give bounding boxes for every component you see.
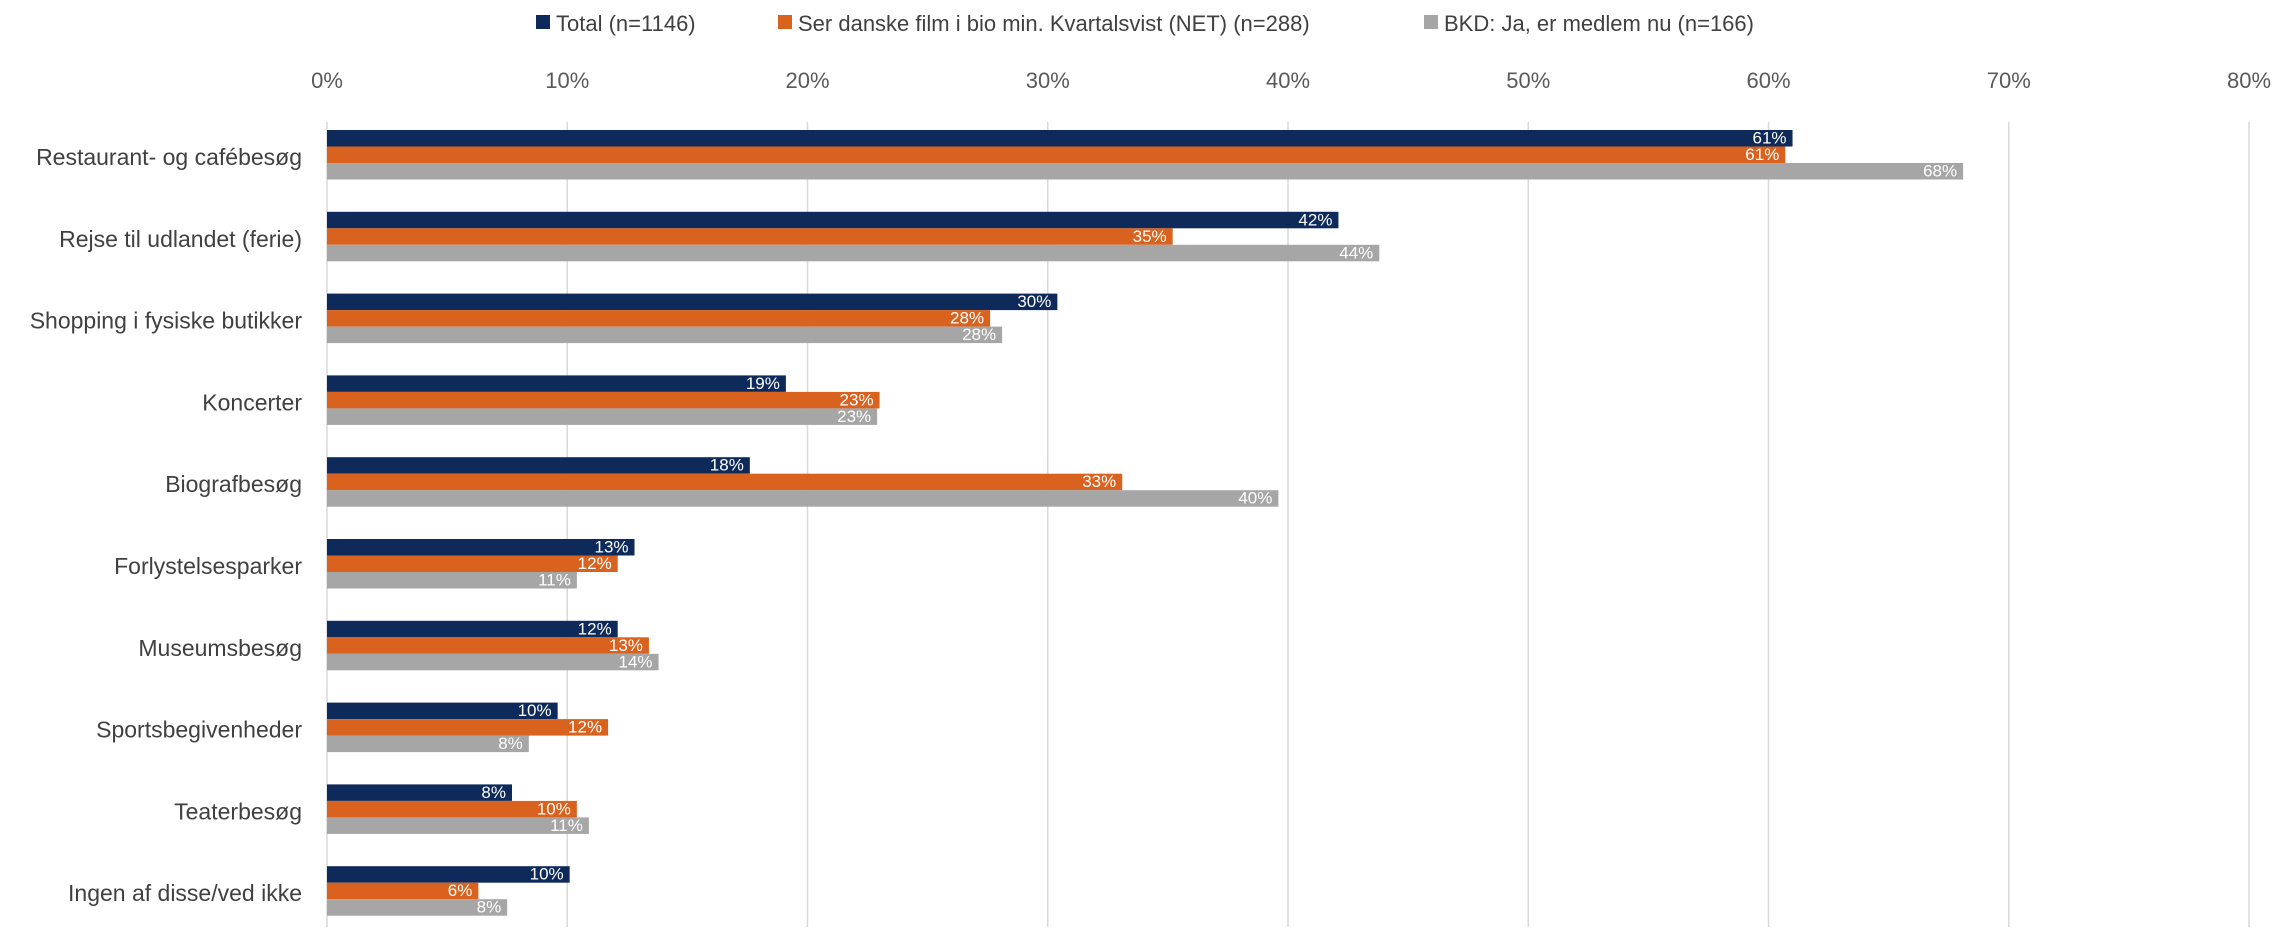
bar-2-4 bbox=[327, 490, 1279, 507]
data-label: 12% bbox=[568, 718, 602, 737]
data-label: 14% bbox=[619, 652, 653, 671]
data-label: 8% bbox=[498, 734, 523, 753]
legend-entry: Total (n=1146) bbox=[556, 11, 696, 36]
data-label: 13% bbox=[609, 636, 643, 655]
data-label: 33% bbox=[1082, 472, 1116, 491]
bar-0-5 bbox=[327, 539, 635, 556]
data-label: 28% bbox=[962, 325, 996, 344]
bar-2-9 bbox=[327, 899, 508, 916]
bar-0-0 bbox=[327, 130, 1793, 147]
bar-2-0 bbox=[327, 163, 1964, 180]
data-label: 40% bbox=[1238, 489, 1272, 508]
bar-1-7 bbox=[327, 719, 609, 736]
data-label: 30% bbox=[1017, 292, 1051, 311]
bar-0-9 bbox=[327, 866, 570, 883]
data-label: 12% bbox=[578, 619, 612, 638]
data-label: 11% bbox=[538, 571, 571, 590]
category-label: Forlystelsesparker bbox=[114, 553, 302, 579]
legend-swatch-1 bbox=[778, 15, 792, 29]
bar-1-4 bbox=[327, 473, 1123, 491]
data-label: 18% bbox=[710, 456, 744, 475]
data-label: 61% bbox=[1752, 129, 1786, 148]
bar-0-3 bbox=[327, 375, 786, 392]
category-label: Museumsbesøg bbox=[138, 635, 302, 661]
data-label: 35% bbox=[1133, 227, 1167, 246]
category-label: Koncerter bbox=[202, 389, 302, 415]
data-label: 8% bbox=[477, 898, 502, 917]
data-label: 23% bbox=[840, 390, 874, 409]
bar-1-8 bbox=[327, 800, 577, 818]
x-tick-label: 0% bbox=[311, 68, 343, 93]
x-tick-label: 30% bbox=[1026, 68, 1070, 93]
category-label: Biografbesøg bbox=[165, 471, 302, 497]
x-tick-label: 60% bbox=[1746, 68, 1790, 93]
category-label: Shopping i fysiske butikker bbox=[30, 308, 303, 334]
bar-2-8 bbox=[327, 817, 589, 834]
x-tick-label: 70% bbox=[1987, 68, 2031, 93]
bar-0-2 bbox=[327, 293, 1058, 311]
x-tick-label: 50% bbox=[1506, 68, 1550, 93]
x-axis-ticks: 0% 10% 20% 30% 40% 50% 60% 70% 80% bbox=[311, 68, 2271, 93]
bar-2-5 bbox=[327, 572, 577, 589]
data-label: 68% bbox=[1923, 162, 1957, 181]
bar-0-8 bbox=[327, 784, 512, 801]
bar-0-1 bbox=[327, 211, 1339, 229]
data-label: 42% bbox=[1298, 210, 1332, 229]
bar-2-6 bbox=[327, 653, 659, 671]
category-label: Restaurant- og cafébesøg bbox=[36, 144, 302, 170]
data-label: 23% bbox=[837, 407, 871, 426]
bar-0-6 bbox=[327, 620, 618, 638]
bar-1-5 bbox=[327, 555, 618, 572]
data-label: 10% bbox=[518, 701, 552, 720]
x-tick-label: 80% bbox=[2227, 68, 2271, 93]
data-label: 61% bbox=[1745, 145, 1779, 164]
bar-1-6 bbox=[327, 637, 649, 654]
data-label: 10% bbox=[530, 865, 564, 884]
x-tick-label: 20% bbox=[785, 68, 829, 93]
x-tick-label: 40% bbox=[1266, 68, 1310, 93]
legend: Total (n=1146) Ser danske film i bio min.… bbox=[536, 11, 1754, 36]
data-label: 44% bbox=[1339, 243, 1373, 262]
data-label: 8% bbox=[481, 783, 506, 802]
bar-1-2 bbox=[327, 310, 991, 327]
bar-1-9 bbox=[327, 882, 479, 900]
data-label: 28% bbox=[950, 309, 984, 328]
bars: 61%61% 68% 42% 35% 44% 30% 28%28% 19% 23%23% 18% 3… bbox=[327, 129, 1964, 917]
bar-0-7 bbox=[327, 702, 558, 720]
bar-1-1 bbox=[327, 228, 1173, 245]
category-label: Sportsbegivenheder bbox=[96, 717, 302, 743]
category-label: Rejse til udlandet (ferie) bbox=[59, 226, 302, 252]
legend-swatch-0 bbox=[536, 15, 550, 29]
data-label: 6% bbox=[448, 881, 473, 900]
bar-0-4 bbox=[327, 457, 750, 474]
bar-2-3 bbox=[327, 408, 878, 425]
legend-entry: BKD: Ja, er medlem nu (n=166) bbox=[1444, 11, 1754, 36]
bar-2-2 bbox=[327, 326, 1003, 344]
bar-2-1 bbox=[327, 244, 1380, 262]
data-label: 13% bbox=[594, 538, 628, 557]
category-label: Teaterbesøg bbox=[174, 798, 302, 824]
bar-1-0 bbox=[327, 146, 1786, 163]
category-labels: Restaurant- og cafébesøg Rejse til udland… bbox=[30, 144, 303, 906]
data-label: 10% bbox=[537, 799, 571, 818]
bar-2-7 bbox=[327, 735, 529, 753]
legend-entry: Ser danske film i bio min. Kvartalsvist … bbox=[798, 11, 1310, 36]
data-label: 12% bbox=[578, 554, 612, 573]
category-label: Ingen af disse/ved ikke bbox=[68, 880, 302, 906]
data-label: 19% bbox=[746, 374, 780, 393]
bar-1-3 bbox=[327, 391, 880, 409]
legend-swatch-2 bbox=[1424, 15, 1438, 29]
x-tick-label: 10% bbox=[545, 68, 589, 93]
data-label: 11% bbox=[550, 816, 583, 835]
